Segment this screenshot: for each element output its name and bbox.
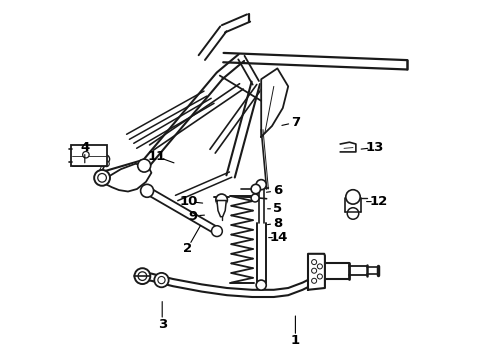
- Polygon shape: [261, 68, 288, 137]
- Circle shape: [312, 260, 317, 265]
- Circle shape: [83, 152, 89, 158]
- Text: 9: 9: [188, 210, 197, 222]
- Circle shape: [312, 268, 317, 273]
- Text: 5: 5: [273, 202, 282, 215]
- Circle shape: [216, 194, 227, 206]
- Polygon shape: [217, 201, 226, 217]
- Circle shape: [212, 226, 222, 237]
- Circle shape: [94, 170, 110, 186]
- Polygon shape: [308, 254, 325, 290]
- Circle shape: [312, 278, 317, 283]
- Text: 13: 13: [366, 141, 384, 154]
- Circle shape: [251, 194, 259, 202]
- Circle shape: [103, 161, 109, 167]
- Circle shape: [98, 174, 106, 182]
- Circle shape: [251, 184, 261, 194]
- Circle shape: [141, 184, 153, 197]
- Text: 6: 6: [273, 184, 282, 197]
- FancyBboxPatch shape: [72, 145, 107, 166]
- Polygon shape: [341, 142, 356, 152]
- Text: 4: 4: [80, 141, 90, 154]
- Polygon shape: [101, 164, 151, 192]
- Polygon shape: [137, 272, 314, 297]
- Circle shape: [134, 268, 150, 284]
- Circle shape: [346, 190, 360, 204]
- Text: 8: 8: [273, 217, 282, 230]
- Text: 2: 2: [183, 242, 192, 255]
- Text: 12: 12: [369, 195, 387, 208]
- Text: 10: 10: [180, 195, 198, 208]
- Text: 14: 14: [270, 231, 289, 244]
- Text: 7: 7: [291, 116, 300, 129]
- Circle shape: [138, 272, 147, 280]
- Circle shape: [256, 180, 266, 190]
- Circle shape: [158, 276, 165, 284]
- Circle shape: [347, 208, 359, 219]
- Circle shape: [101, 155, 110, 163]
- Circle shape: [318, 274, 322, 279]
- Text: 3: 3: [158, 318, 167, 330]
- Circle shape: [318, 264, 322, 269]
- Text: 1: 1: [291, 334, 300, 347]
- Circle shape: [256, 280, 266, 290]
- Text: 11: 11: [147, 150, 166, 163]
- Circle shape: [138, 159, 151, 172]
- Circle shape: [154, 273, 169, 287]
